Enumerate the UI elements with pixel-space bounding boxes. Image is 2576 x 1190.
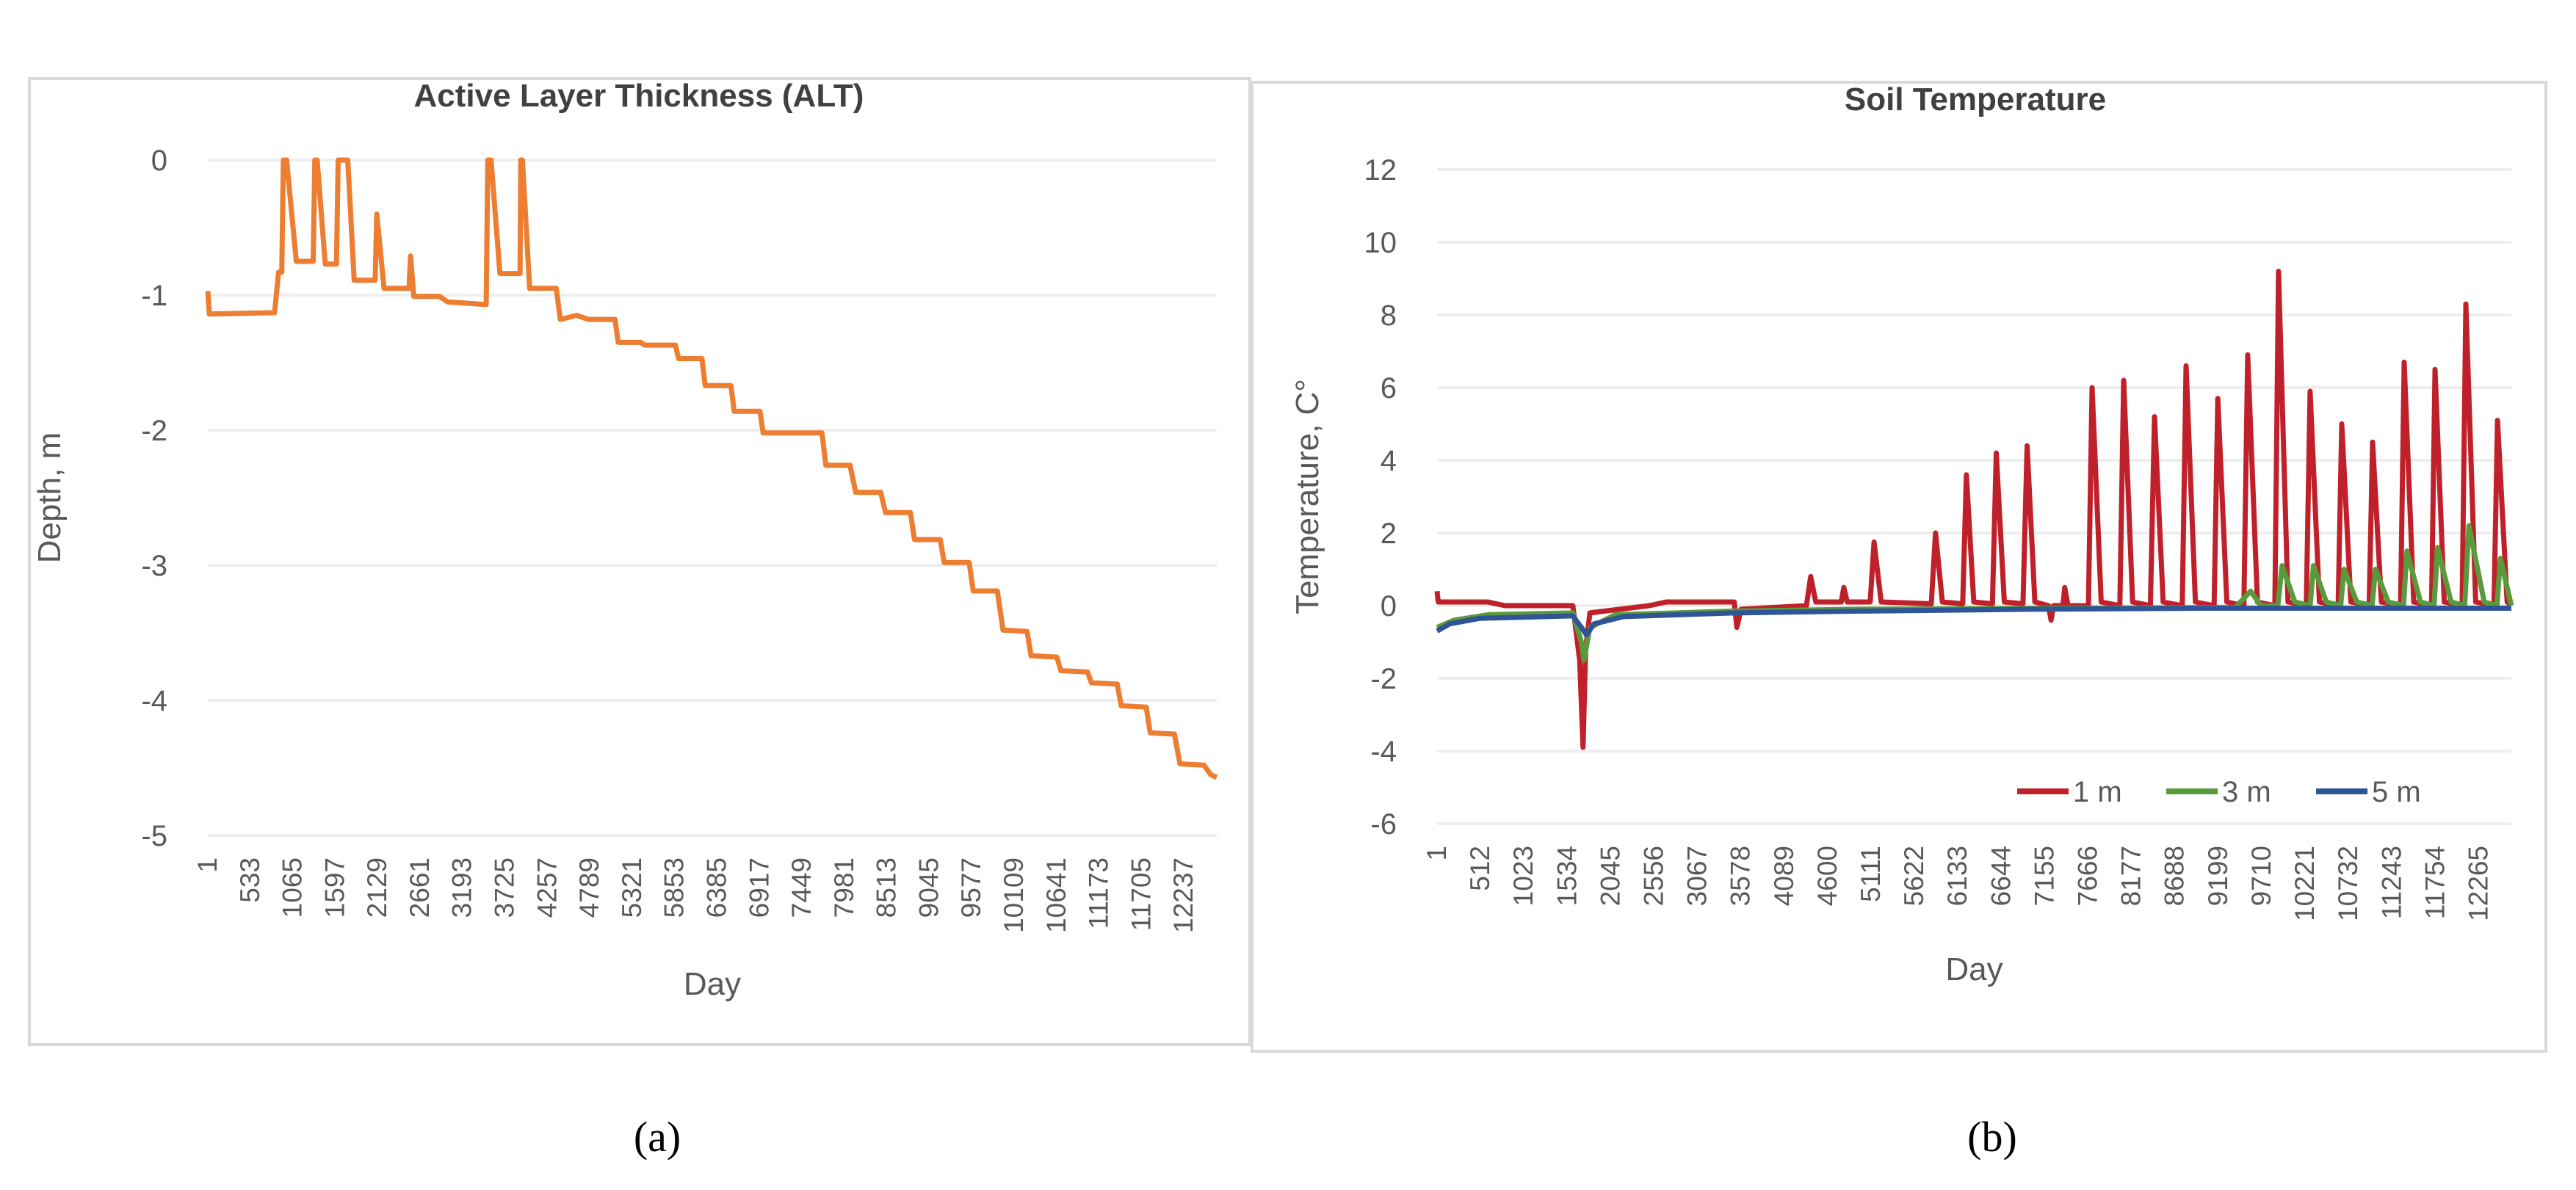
panel-label: (a) [634, 1113, 681, 1161]
series-line-1m [1434, 269, 2514, 750]
x-tick-label: 1023 [1508, 846, 1538, 906]
x-tick-label: 5622 [1899, 846, 1929, 906]
y-tick-label: -1 [141, 280, 167, 312]
series-line [205, 157, 1218, 780]
y-tick-label: 12 [1364, 154, 1397, 186]
x-tick-label: 5111 [1856, 846, 1886, 902]
chart-a-frame [28, 77, 1251, 1046]
y-tick-label: 8 [1381, 300, 1397, 332]
y-tick-label: -6 [1370, 808, 1397, 841]
legend-entry: 1 m [2073, 776, 2122, 808]
x-tick-label: 5321 [617, 857, 647, 918]
x-tick-label: 1065 [278, 857, 308, 918]
y-tick-label: 0 [1381, 590, 1397, 623]
x-tick-label: 1597 [319, 857, 350, 918]
x-tick-label: 9710 [2246, 846, 2276, 906]
x-axis-label: Day [1945, 951, 2002, 987]
chart-soil-temperature: Soil Temperature 12 10 8 6 4 2 0 -2 -4 -6 1 512 1023 1… [1289, 81, 2514, 1161]
x-tick-label: 533 [235, 857, 265, 903]
y-tick-label: -4 [1370, 736, 1397, 768]
panel-label: (b) [1967, 1113, 2017, 1161]
x-tick-label: 10221 [2290, 846, 2320, 921]
chart-title: Active Layer Thickness (ALT) [414, 78, 864, 114]
y-axis-label: Temperature, C° [1289, 379, 1325, 614]
x-tick-label: 7981 [829, 857, 859, 918]
x-tick-label: 1 [192, 857, 222, 873]
y-tick-label: 4 [1381, 445, 1397, 477]
x-tick-label: 3193 [447, 857, 477, 918]
x-tick-label: 2661 [405, 857, 435, 918]
x-tick-label: 4257 [532, 857, 562, 918]
x-tick-label: 3578 [1726, 846, 1756, 906]
x-tick-label: 6133 [1942, 846, 1972, 906]
x-tick-label: 4600 [1812, 846, 1842, 906]
x-tick-label: 512 [1465, 846, 1495, 891]
x-tick-label: 11754 [2420, 846, 2450, 919]
x-tick-label: 9045 [913, 857, 944, 918]
x-tick-label: 8513 [872, 857, 902, 918]
x-tick-label: 6917 [744, 857, 774, 918]
y-axis-label: Depth, m [32, 432, 68, 564]
chart-alt: Active Layer Thickness (ALT) 0 -1 -2 -3 -4 -5 1… [32, 78, 1218, 1161]
y-tick-label: 2 [1381, 518, 1397, 550]
x-tick-label: 11705 [1126, 857, 1156, 931]
x-tick-label: 2129 [362, 857, 392, 918]
x-tick-label: 12265 [2463, 846, 2493, 921]
x-tick-label: 11243 [2376, 846, 2406, 919]
series-line-5m [1436, 606, 2511, 638]
x-tick-label: 10732 [2333, 846, 2363, 921]
x-tick-label: 3067 [1682, 846, 1712, 906]
x-tick-label: 12237 [1168, 857, 1198, 933]
x-tick-label: 1534 [1552, 846, 1582, 906]
y-tick-label: -5 [141, 820, 167, 852]
legend-entry: 3 m [2222, 776, 2271, 808]
x-tick-label: 7449 [786, 857, 817, 918]
legend-entry: 5 m [2372, 776, 2421, 808]
x-tick-label: 2556 [1639, 846, 1669, 906]
x-tick-label: 8688 [2160, 846, 2190, 906]
chart-title: Soil Temperature [1845, 81, 2106, 117]
y-tick-label: -2 [1370, 663, 1397, 695]
y-tick-label: -3 [141, 550, 167, 582]
x-tick-label: 4789 [574, 857, 604, 918]
x-tick-label: 9577 [956, 857, 986, 918]
y-tick-label: -2 [141, 415, 167, 447]
x-axis-label: Day [684, 966, 741, 1002]
x-tick-label: 7666 [2073, 846, 2103, 906]
y-tick-label: 10 [1364, 227, 1397, 259]
x-tick-label: 9199 [2203, 846, 2233, 906]
x-tick-label: 8177 [2116, 846, 2146, 906]
x-tick-label: 2045 [1595, 846, 1625, 906]
x-tick-label: 3725 [490, 857, 520, 918]
x-tick-label: 5853 [659, 857, 690, 918]
x-tick-label: 1 [1422, 846, 1452, 861]
y-tick-label: 0 [151, 145, 167, 177]
x-tick-label: 6385 [701, 857, 731, 918]
x-tick-label: 7155 [2029, 846, 2059, 906]
y-tick-label: 6 [1381, 372, 1397, 404]
x-tick-label: 6644 [1986, 846, 2016, 906]
x-tick-label: 10109 [999, 857, 1029, 933]
x-tick-label: 10641 [1041, 857, 1071, 933]
y-tick-label: -4 [141, 685, 167, 717]
x-tick-label: 11173 [1084, 857, 1114, 929]
x-tick-label: 4089 [1769, 846, 1799, 906]
